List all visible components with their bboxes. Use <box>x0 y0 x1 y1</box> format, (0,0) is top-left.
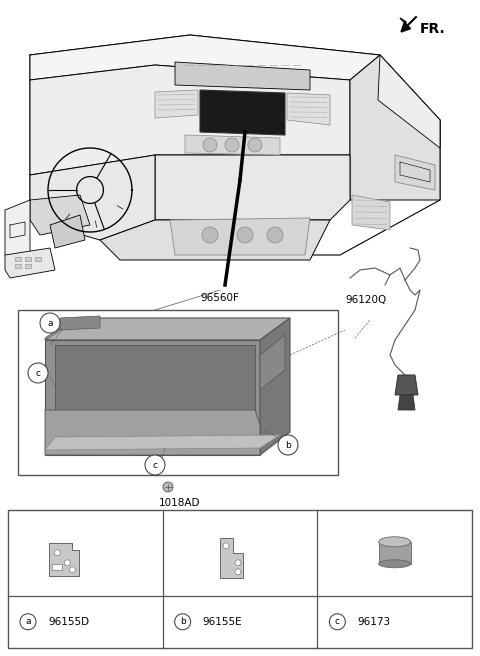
Text: FR.: FR. <box>420 22 446 36</box>
Polygon shape <box>50 215 85 248</box>
Polygon shape <box>30 155 155 240</box>
Text: c: c <box>335 617 340 626</box>
Text: a: a <box>25 617 31 626</box>
Polygon shape <box>220 538 243 578</box>
Polygon shape <box>185 135 280 155</box>
Text: b: b <box>180 617 186 626</box>
Polygon shape <box>400 18 410 30</box>
Polygon shape <box>45 318 290 340</box>
Polygon shape <box>378 55 440 148</box>
Polygon shape <box>175 62 310 90</box>
Text: 96560F: 96560F <box>200 293 239 303</box>
Polygon shape <box>395 155 435 190</box>
Bar <box>15 257 21 261</box>
Polygon shape <box>45 340 260 455</box>
Polygon shape <box>30 65 350 175</box>
Polygon shape <box>352 195 390 230</box>
Circle shape <box>28 363 48 383</box>
Circle shape <box>225 138 239 152</box>
Bar <box>8 510 472 648</box>
Bar <box>35 257 41 261</box>
Polygon shape <box>30 35 380 80</box>
Polygon shape <box>5 200 30 268</box>
Polygon shape <box>260 318 290 455</box>
Text: 1018AD: 1018AD <box>159 498 201 508</box>
Circle shape <box>69 567 75 573</box>
Text: c: c <box>153 461 157 470</box>
Circle shape <box>40 313 60 333</box>
Polygon shape <box>260 335 285 390</box>
Circle shape <box>278 435 298 455</box>
Text: b: b <box>285 440 291 449</box>
Polygon shape <box>45 410 260 455</box>
Text: 96173: 96173 <box>357 617 390 626</box>
Bar <box>15 264 21 268</box>
Polygon shape <box>30 195 90 235</box>
Polygon shape <box>398 395 415 410</box>
Circle shape <box>54 550 60 556</box>
Circle shape <box>248 138 262 152</box>
Polygon shape <box>350 55 440 200</box>
Bar <box>18 310 338 475</box>
Bar <box>25 257 31 261</box>
Text: 96155E: 96155E <box>203 617 242 626</box>
Circle shape <box>175 614 191 630</box>
Polygon shape <box>395 375 418 395</box>
Circle shape <box>237 227 253 243</box>
Circle shape <box>235 560 241 565</box>
Circle shape <box>235 569 241 575</box>
Circle shape <box>145 455 165 475</box>
Circle shape <box>223 543 229 549</box>
Polygon shape <box>287 93 330 125</box>
Polygon shape <box>379 542 411 564</box>
Circle shape <box>163 482 173 492</box>
Bar <box>25 264 31 268</box>
Circle shape <box>329 614 345 630</box>
Circle shape <box>203 138 217 152</box>
Circle shape <box>20 614 36 630</box>
Bar <box>52 564 62 570</box>
Polygon shape <box>155 90 198 118</box>
Ellipse shape <box>379 537 411 547</box>
Text: 96120Q: 96120Q <box>345 295 386 305</box>
Ellipse shape <box>379 560 411 568</box>
Text: 96155D: 96155D <box>48 617 89 626</box>
Polygon shape <box>170 218 310 255</box>
Circle shape <box>267 227 283 243</box>
Polygon shape <box>200 90 285 135</box>
Polygon shape <box>45 435 280 450</box>
Polygon shape <box>45 318 80 340</box>
Polygon shape <box>155 155 350 220</box>
Text: a: a <box>47 319 53 327</box>
Polygon shape <box>49 543 79 576</box>
Circle shape <box>202 227 218 243</box>
Polygon shape <box>55 345 255 410</box>
Polygon shape <box>5 248 55 278</box>
Text: c: c <box>36 369 40 377</box>
Circle shape <box>64 560 71 565</box>
Polygon shape <box>100 220 330 260</box>
Polygon shape <box>60 316 100 330</box>
